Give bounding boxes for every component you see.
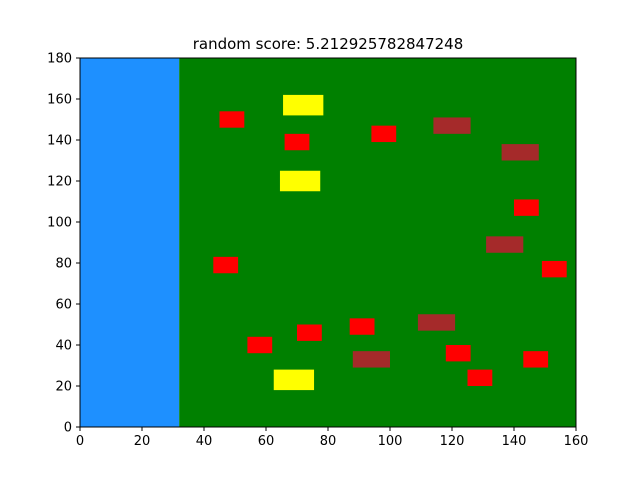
x-tick-label: 60 xyxy=(258,434,275,449)
red-block xyxy=(284,133,310,151)
red-block xyxy=(445,345,471,362)
yellow-block xyxy=(273,369,315,391)
y-tick-label: 120 xyxy=(47,175,72,190)
red-block xyxy=(541,260,567,278)
y-tick-label: 140 xyxy=(47,134,72,149)
brown-block xyxy=(433,117,471,134)
y-tick-label: 100 xyxy=(47,216,72,231)
x-tick-label: 0 xyxy=(76,434,84,449)
x-tick-label: 100 xyxy=(378,434,403,449)
x-axis: 0 20 40 60 80 100 120 140 160 xyxy=(76,427,589,449)
red-block xyxy=(467,369,493,386)
y-tick-label: 80 xyxy=(55,257,72,272)
y-tick-label: 40 xyxy=(55,339,72,354)
brown-block xyxy=(352,351,390,368)
red-block xyxy=(213,256,239,274)
x-tick-label: 80 xyxy=(320,434,337,449)
game-field xyxy=(80,58,576,427)
y-axis: 0 20 40 60 80 100 120 140 160 180 xyxy=(47,52,80,436)
x-tick-label: 20 xyxy=(134,434,151,449)
red-block xyxy=(297,324,322,341)
red-block xyxy=(523,351,549,368)
yellow-block xyxy=(279,170,321,192)
x-tick-label: 140 xyxy=(502,434,527,449)
red-block xyxy=(371,125,397,143)
yellow-block xyxy=(283,94,324,116)
y-tick-label: 20 xyxy=(55,380,72,395)
brown-block xyxy=(501,144,539,161)
y-tick-label: 180 xyxy=(47,52,72,67)
red-block xyxy=(219,111,245,128)
y-tick-label: 160 xyxy=(47,93,72,108)
red-block xyxy=(349,318,375,335)
x-tick-label: 160 xyxy=(564,434,589,449)
brown-block xyxy=(486,236,524,253)
y-tick-label: 60 xyxy=(55,298,72,313)
plot-title: random score: 5.212925782847248 xyxy=(193,35,464,53)
water-region xyxy=(80,58,180,427)
red-block xyxy=(247,336,273,354)
x-tick-label: 120 xyxy=(440,434,465,449)
y-tick-label: 0 xyxy=(64,421,72,436)
x-tick-label: 40 xyxy=(196,434,213,449)
red-block xyxy=(514,199,539,216)
brown-block xyxy=(417,314,456,331)
